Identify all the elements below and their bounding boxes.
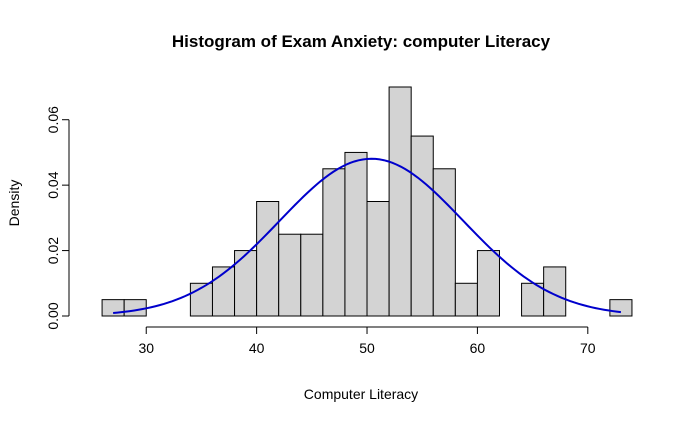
- x-axis-label: Computer Literacy: [304, 386, 418, 402]
- x-tick-label: 40: [249, 340, 265, 356]
- y-tick-label: 0.02: [45, 237, 61, 264]
- x-tick-label: 30: [138, 340, 154, 356]
- normal-density-curve: [113, 157, 622, 315]
- histogram-bar: [543, 266, 567, 317]
- histogram-bar: [432, 168, 456, 317]
- histogram-bar: [322, 168, 346, 317]
- histogram-bar: [388, 86, 412, 317]
- histogram-bar: [101, 299, 125, 317]
- histogram-bar: [609, 299, 633, 317]
- y-axis-label: Density: [6, 180, 22, 227]
- y-tick-label: 0.04: [45, 171, 61, 198]
- y-axis: 0.00 0.02 0.04 0.06: [45, 106, 70, 330]
- histogram-bar: [278, 233, 302, 317]
- x-tick-label: 50: [359, 340, 375, 356]
- histogram-bar: [366, 201, 390, 317]
- histogram-bar: [454, 282, 478, 317]
- histogram-bar: [344, 151, 368, 317]
- y-tick-label: 0.00: [45, 302, 61, 329]
- histogram-bar: [123, 299, 147, 317]
- y-tick-label: 0.06: [45, 106, 61, 133]
- histogram-bar: [476, 250, 500, 317]
- bars-group: [101, 86, 633, 317]
- chart-title: Histogram of Exam Anxiety: computer Lite…: [172, 32, 551, 51]
- x-tick-label: 70: [580, 340, 596, 356]
- histogram-bar: [256, 201, 280, 317]
- x-axis: 30 40 50 60 70: [138, 326, 596, 356]
- histogram-bar: [300, 233, 324, 317]
- histogram-bar: [410, 135, 434, 317]
- x-tick-label: 60: [470, 340, 486, 356]
